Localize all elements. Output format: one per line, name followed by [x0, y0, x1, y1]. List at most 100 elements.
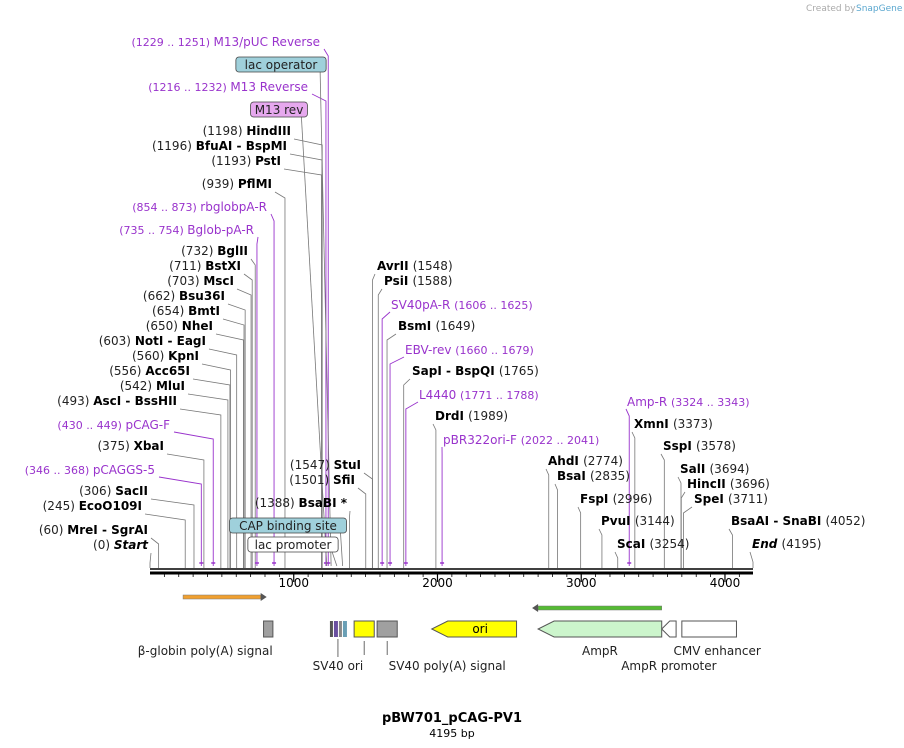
site-label-27: DrdI (1989) — [435, 409, 508, 423]
site-name-12: Bsu36I — [179, 289, 225, 303]
site-name-6: MluI — [156, 379, 185, 393]
site-name-16: PflMI — [238, 177, 272, 191]
site-pos-6: (542) — [120, 379, 156, 393]
site-leader-8 — [201, 363, 231, 568]
site-pos-21: (1501) — [289, 473, 333, 487]
primer-leader-10 — [625, 408, 630, 566]
box-leader-1 — [301, 116, 328, 567]
primer-name-4: pCAG-F — [125, 418, 170, 432]
primer-range-6: (1606 .. 1625) — [454, 299, 533, 312]
site-leader-14 — [243, 273, 253, 568]
site-name-32: ScaI — [617, 537, 650, 551]
feature-sv40-d — [342, 621, 347, 637]
site-pos-35: (3694) — [710, 462, 750, 476]
site-label-9: (603) NotI - EagI — [99, 334, 206, 348]
feature-ampr-promoter — [661, 620, 677, 638]
site-name-11: BmtI — [188, 304, 220, 318]
site-label-10: (650) NheI — [146, 319, 213, 333]
site-leader-29 — [554, 483, 558, 568]
site-pos-11: (654) — [152, 304, 188, 318]
primer-leader-4 — [173, 431, 214, 566]
site-label-33: XmnI (3373) — [634, 417, 713, 431]
feature-ori-label: ori — [472, 622, 488, 636]
primer-label-8: L4440 (1771 .. 1788) — [419, 388, 539, 402]
site-label-24: PsiI (1588) — [384, 274, 452, 288]
site-name-29: BsaI — [557, 469, 590, 483]
site-label-0: (60) MreI - SgrAI — [39, 523, 148, 537]
site-leader-12 — [227, 303, 246, 568]
site-leader-7 — [192, 378, 231, 568]
site-pos-33: (3373) — [673, 417, 713, 431]
site-leader-1 — [149, 552, 152, 568]
site-leader-6 — [187, 393, 229, 568]
primer-leader-8 — [405, 401, 419, 566]
primer-range-5: (346 .. 368) — [25, 464, 93, 477]
site-name-1: Start — [114, 538, 149, 552]
site-name-15: BglII — [217, 244, 248, 258]
site-leader-9 — [208, 348, 238, 568]
ruler-ticks: 1000 2000 3000 4000 — [163, 574, 740, 590]
feature-ampr-label: AmpR — [582, 644, 618, 658]
site-pos-16: (939) — [202, 177, 238, 191]
site-label-32: ScaI (3254) — [617, 537, 689, 551]
site-name-0: MreI - SgrAI — [67, 523, 148, 537]
site-pos-3: (306) — [79, 484, 115, 498]
primer-leader-1 — [311, 93, 327, 566]
site-label-11: (654) BmtI — [152, 304, 220, 318]
site-name-20: BsaBI * — [299, 496, 348, 510]
site-leader-27 — [432, 423, 437, 568]
site-label-1: (0) Start — [93, 538, 149, 552]
primer-leader-6 — [381, 311, 391, 566]
site-label-35: SalI (3694) — [680, 462, 749, 476]
site-label-26: SapI - BspQI (1765) — [412, 364, 539, 378]
primer-range-2: (854 .. 873) — [132, 201, 200, 214]
site-leader-25 — [386, 333, 397, 568]
primer-name-8: L4440 — [419, 388, 460, 402]
backbone — [150, 568, 753, 575]
site-label-16: (939) PflMI — [202, 177, 272, 191]
site-label-15: (732) BglII — [181, 244, 248, 258]
feature-cmv — [681, 620, 737, 638]
feature-sv40-b — [333, 621, 338, 637]
site-name-7: Acc65I — [145, 364, 190, 378]
site-leader-16 — [274, 191, 286, 568]
feature-sv40pa — [376, 620, 398, 638]
site-name-2: EcoO109I — [79, 499, 142, 513]
site-leader-36 — [680, 491, 686, 568]
primer-leader-7 — [389, 356, 405, 566]
site-pos-24: (1588) — [412, 274, 452, 288]
plasmid-title: pBW701_pCAG-PV1 — [382, 711, 522, 726]
orf-head-1 — [532, 604, 539, 612]
site-pos-9: (603) — [99, 334, 135, 348]
site-name-4: XbaI — [134, 439, 164, 453]
site-leader-35 — [677, 476, 682, 568]
site-labels: (60) MreI - SgrAI(0) Start (245) EcoO109I… — [25, 35, 865, 553]
feature-bglobin — [263, 620, 274, 638]
site-pos-17: (1193) — [211, 154, 255, 168]
site-label-34: SspI (3578) — [663, 439, 736, 453]
site-label-37: SpeI (3711) — [694, 492, 768, 506]
site-name-14: BstXI — [205, 259, 241, 273]
site-pos-39: (4195) — [782, 537, 822, 551]
site-pos-4: (375) — [98, 439, 134, 453]
site-name-21: SfiI — [333, 473, 355, 487]
site-pos-29: (2835) — [590, 469, 630, 483]
site-leader-13 — [236, 288, 252, 568]
orf-bar-0 — [182, 594, 261, 600]
site-leader-4 — [166, 453, 205, 568]
site-label-13: (703) MscI — [167, 274, 234, 288]
site-pos-36: (3696) — [730, 477, 770, 491]
site-pos-32: (3254) — [650, 537, 690, 551]
site-label-31: PvuI (3144) — [601, 514, 675, 528]
plasmid-length: 4195 bp — [429, 727, 474, 740]
site-name-34: SspI — [663, 439, 696, 453]
snapgene-logo: SnapGene — [856, 4, 903, 14]
site-name-18: BfuAI - BspMI — [196, 139, 287, 153]
site-pos-30: (2996) — [613, 492, 653, 506]
site-pos-7: (556) — [109, 364, 145, 378]
primer-label-4: (430 .. 449) pCAG-F — [57, 418, 170, 432]
feature-ampr — [536, 620, 663, 638]
box-feature-label-0: lac operator — [245, 58, 318, 72]
box-feature-2 — [229, 517, 347, 534]
site-name-39: End — [752, 537, 782, 551]
